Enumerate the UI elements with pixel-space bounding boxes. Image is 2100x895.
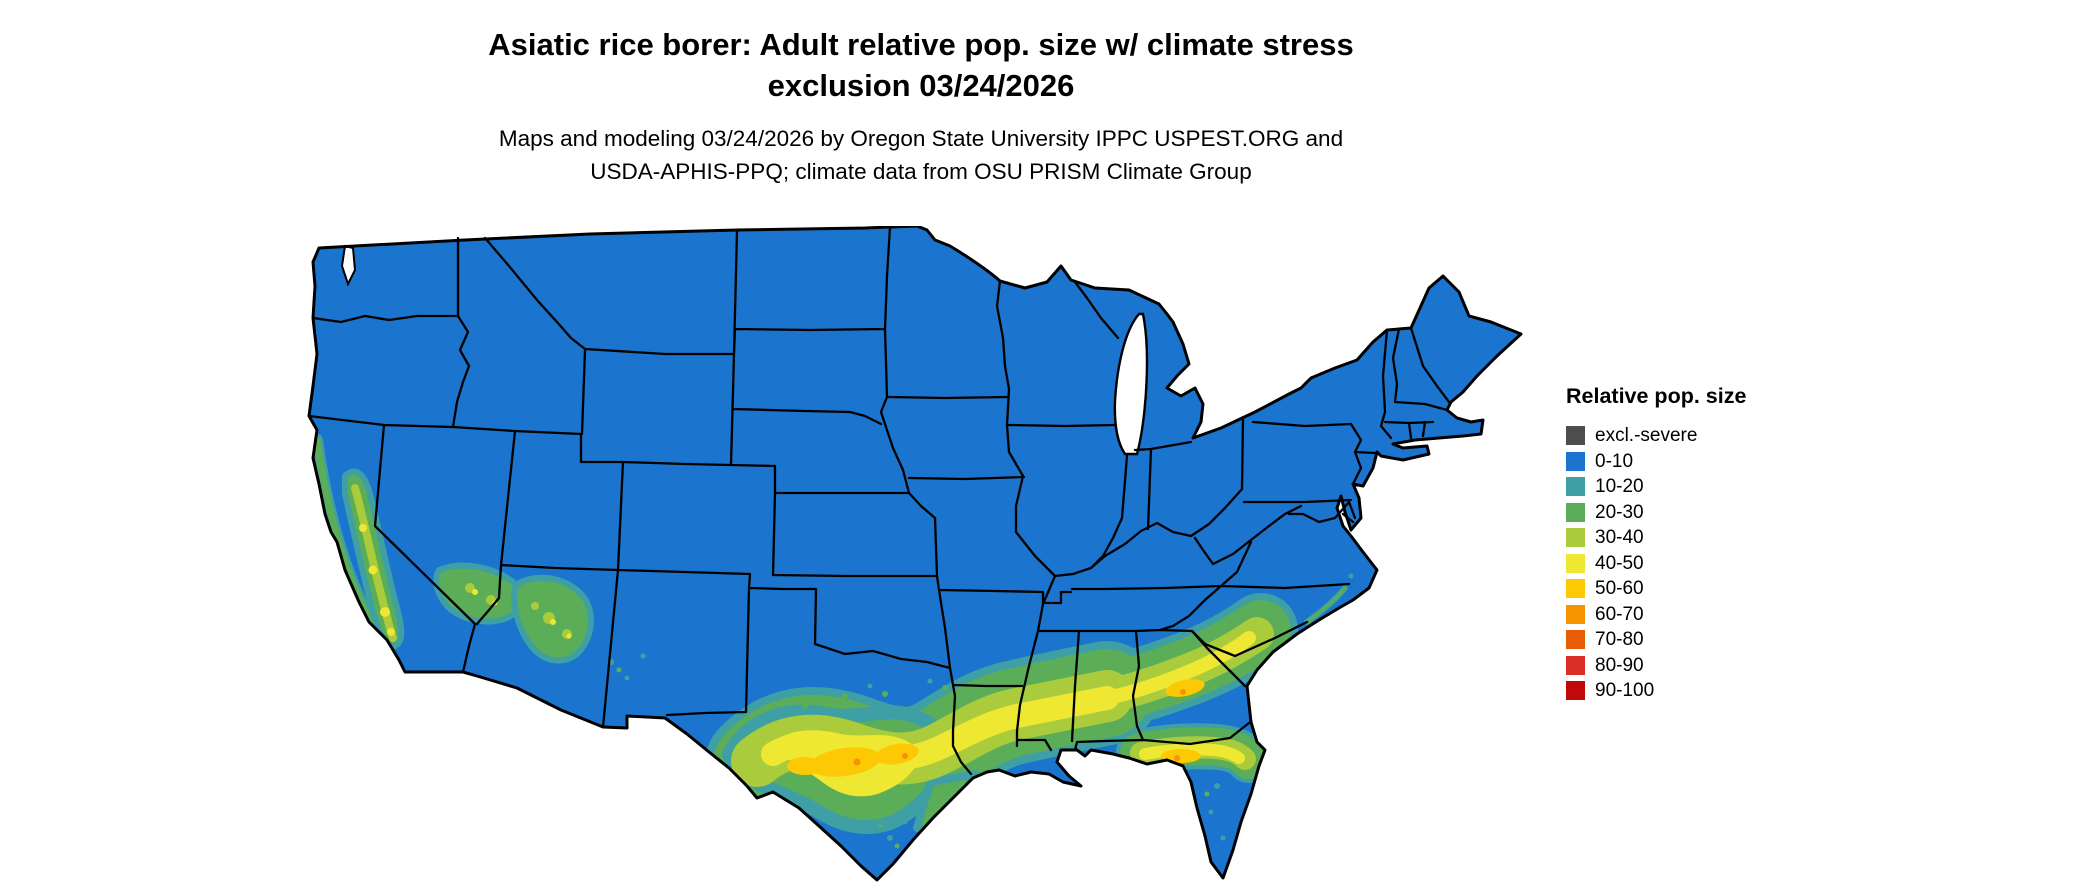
legend-swatch	[1566, 655, 1585, 675]
legend-swatch	[1566, 553, 1585, 573]
legend-swatch	[1566, 528, 1585, 548]
legend-swatch	[1566, 579, 1585, 599]
legend-item-20-30: 20-30	[1566, 500, 1866, 526]
legend-swatch	[1566, 426, 1585, 446]
title-line-1: Asiatic rice borer: Adult relative pop. …	[488, 27, 1354, 62]
state-borders	[307, 225, 1451, 776]
legend-label: 80-90	[1595, 654, 1644, 676]
subtitle-line-2: USDA-APHIS-PPQ; climate data from OSU PR…	[590, 159, 1252, 184]
legend-swatch	[1566, 451, 1585, 471]
legend-item-60-70: 60-70	[1566, 602, 1866, 628]
legend-item-80-90: 80-90	[1566, 653, 1866, 679]
legend-items: excl.-severe 0-10 10-20 20-30 30-40 40-50 50-6…	[1566, 423, 1866, 704]
us-landmass	[309, 226, 1521, 880]
legend-label: 90-100	[1595, 680, 1655, 702]
legend-swatch	[1566, 604, 1585, 624]
legend-label: 30-40	[1595, 527, 1644, 549]
legend-item-10-20: 10-20	[1566, 474, 1866, 500]
legend-item-90-100: 90-100	[1566, 678, 1866, 704]
legend-label: 50-60	[1595, 578, 1644, 600]
legend-item-30-40: 30-40	[1566, 525, 1866, 551]
legend-swatch	[1566, 502, 1585, 522]
subtitle-line-1: Maps and modeling 03/24/2026 by Oregon S…	[498, 126, 1344, 151]
legend-label: 60-70	[1595, 603, 1644, 625]
legend-item-excl.-severe: excl.-severe	[1566, 423, 1866, 449]
legend-swatch	[1566, 477, 1585, 497]
us-map-container	[305, 224, 1535, 890]
page-subtitle: Maps and modeling 03/24/2026 by Oregon S…	[0, 122, 1842, 188]
legend-item-50-60: 50-60	[1566, 576, 1866, 602]
heat-gold-cores	[787, 679, 1205, 777]
title-line-2: exclusion 03/24/2026	[767, 68, 1075, 103]
legend-title: Relative pop. size	[1566, 384, 1747, 408]
heat-orange-specks	[853, 689, 1186, 766]
legend-swatch	[1566, 681, 1585, 701]
legend-label: 70-80	[1595, 629, 1644, 651]
legend-swatch	[1566, 630, 1585, 650]
page-title: Asiatic rice borer: Adult relative pop. …	[0, 24, 1842, 106]
legend-label: excl.-severe	[1595, 425, 1698, 447]
legend-label: 20-30	[1595, 501, 1644, 523]
lake-michigan	[1113, 312, 1149, 456]
legend-label: 40-50	[1595, 552, 1644, 574]
us-map	[307, 224, 1523, 882]
legend: Relative pop. size excl.-severe 0-10 10-20…	[1566, 384, 1866, 704]
legend-item-70-80: 70-80	[1566, 627, 1866, 653]
legend-item-0-10: 0-10	[1566, 449, 1866, 475]
us-outline	[307, 224, 1523, 882]
legend-label: 10-20	[1595, 476, 1644, 498]
legend-item-40-50: 40-50	[1566, 551, 1866, 577]
population-heat-overlay	[311, 434, 1354, 849]
legend-label: 0-10	[1595, 450, 1634, 472]
